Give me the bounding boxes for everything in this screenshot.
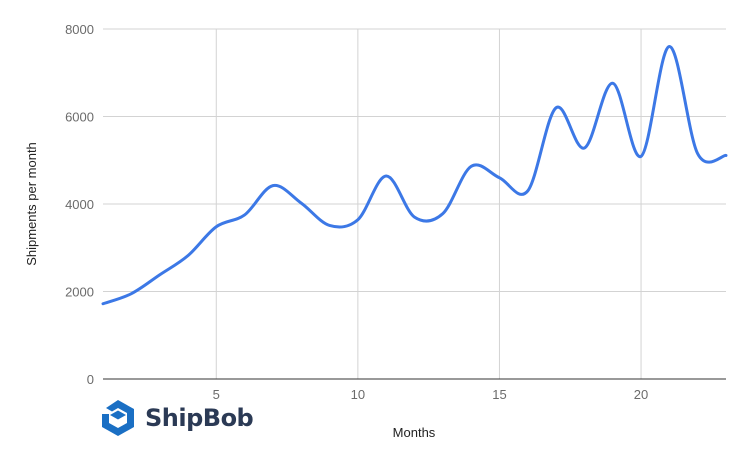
box-icon [102,400,134,436]
x-axis-title: Months [393,425,436,440]
x-tick-label: 15 [492,387,506,402]
y-tick-label: 6000 [65,110,94,125]
shipbob-logo: ShipBob [99,398,254,438]
x-tick-label: 5 [213,387,220,402]
y-tick-label: 4000 [65,197,94,212]
x-tick-label: 10 [351,387,365,402]
x-axis-ticks: 5 10 15 20 [213,387,649,402]
y-axis-title: Shipments per month [24,142,39,266]
y-axis-ticks: 0 2000 4000 6000 8000 [65,22,94,387]
y-tick-label: 2000 [65,285,94,300]
y-tick-label: 8000 [65,22,94,37]
x-tick-label: 20 [634,387,648,402]
y-tick-label: 0 [87,372,94,387]
shipments-line [101,44,728,306]
brand-name: ShipBob [145,404,254,432]
gridlines [103,28,726,379]
